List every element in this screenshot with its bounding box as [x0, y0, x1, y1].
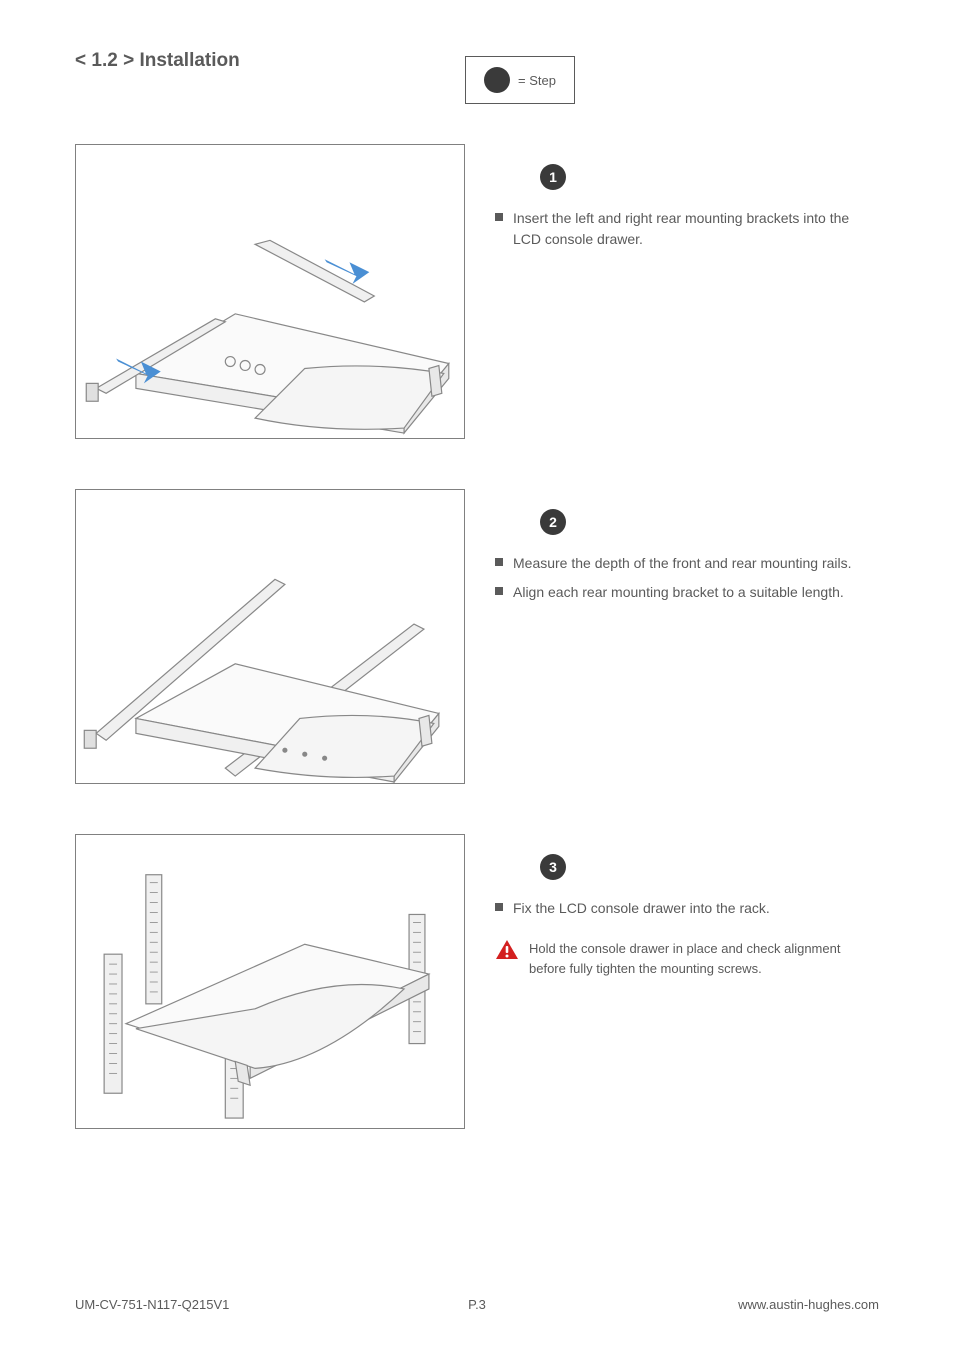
warning-row: Hold the console drawer in place and che… [495, 939, 879, 978]
legend-label: = Step [518, 73, 556, 88]
legend-dot [484, 67, 510, 93]
warning-text: Hold the console drawer in place and che… [529, 939, 879, 978]
bullet-text: Measure the depth of the front and rear … [513, 553, 852, 574]
diagram-step-1 [75, 144, 465, 439]
bullet-icon [495, 903, 503, 911]
diagram-step-3 [75, 834, 465, 1129]
bullet-icon [495, 587, 503, 595]
step-number: 1 [540, 164, 566, 190]
footer-page-number: P.3 [468, 1297, 486, 1312]
bullet-text: Fix the LCD console drawer into the rack… [513, 898, 770, 919]
warning-icon [495, 939, 519, 961]
footer-left: UM-CV-751-N117-Q215V1 [75, 1297, 229, 1312]
step-row: 2 Measure the depth of the front and rea… [75, 489, 879, 784]
page-footer: UM-CV-751-N117-Q215V1 P.3 www.austin-hug… [0, 1297, 954, 1312]
drawer-illustration-2 [76, 490, 464, 783]
bullet-text: Insert the left and right rear mounting … [513, 208, 879, 250]
drawer-illustration-3 [76, 835, 464, 1128]
bullet-item: Align each rear mounting bracket to a su… [495, 582, 879, 603]
diagram-step-2 [75, 489, 465, 784]
bullet-item: Measure the depth of the front and rear … [495, 553, 879, 574]
bullet-item: Fix the LCD console drawer into the rack… [495, 898, 879, 919]
step-number: 2 [540, 509, 566, 535]
bullet-icon [495, 558, 503, 566]
step-row: 3 Fix the LCD console drawer into the ra… [75, 834, 879, 1129]
step-row: 1 Insert the left and right rear mountin… [75, 144, 879, 439]
bullet-icon [495, 213, 503, 221]
legend-box: = Step [465, 56, 575, 104]
drawer-illustration-1 [76, 145, 464, 438]
bullet-text: Align each rear mounting bracket to a su… [513, 582, 844, 603]
step-number: 3 [540, 854, 566, 880]
footer-right: www.austin-hughes.com [738, 1297, 879, 1312]
bullet-item: Insert the left and right rear mounting … [495, 208, 879, 250]
